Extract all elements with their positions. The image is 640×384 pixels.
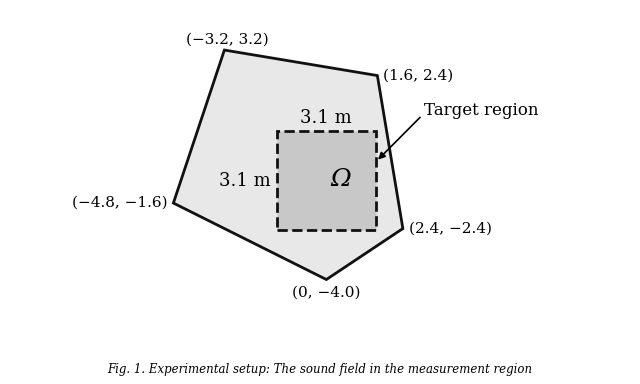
Text: 3.1 m: 3.1 m	[219, 172, 271, 190]
Text: (−3.2, 3.2): (−3.2, 3.2)	[186, 32, 269, 46]
Bar	[277, 131, 376, 230]
Text: (2.4, −2.4): (2.4, −2.4)	[408, 222, 492, 235]
Text: Fig. 1. Experimental setup: The sound field in the measurement region: Fig. 1. Experimental setup: The sound fi…	[108, 363, 532, 376]
Text: (1.6, 2.4): (1.6, 2.4)	[383, 69, 453, 83]
Text: (−4.8, −1.6): (−4.8, −1.6)	[72, 196, 168, 210]
Text: 3.1 m: 3.1 m	[301, 109, 352, 127]
Text: Target region: Target region	[424, 102, 538, 119]
Text: (0, −4.0): (0, −4.0)	[292, 285, 360, 299]
Polygon shape	[173, 50, 403, 280]
Text: Ω: Ω	[330, 168, 351, 190]
